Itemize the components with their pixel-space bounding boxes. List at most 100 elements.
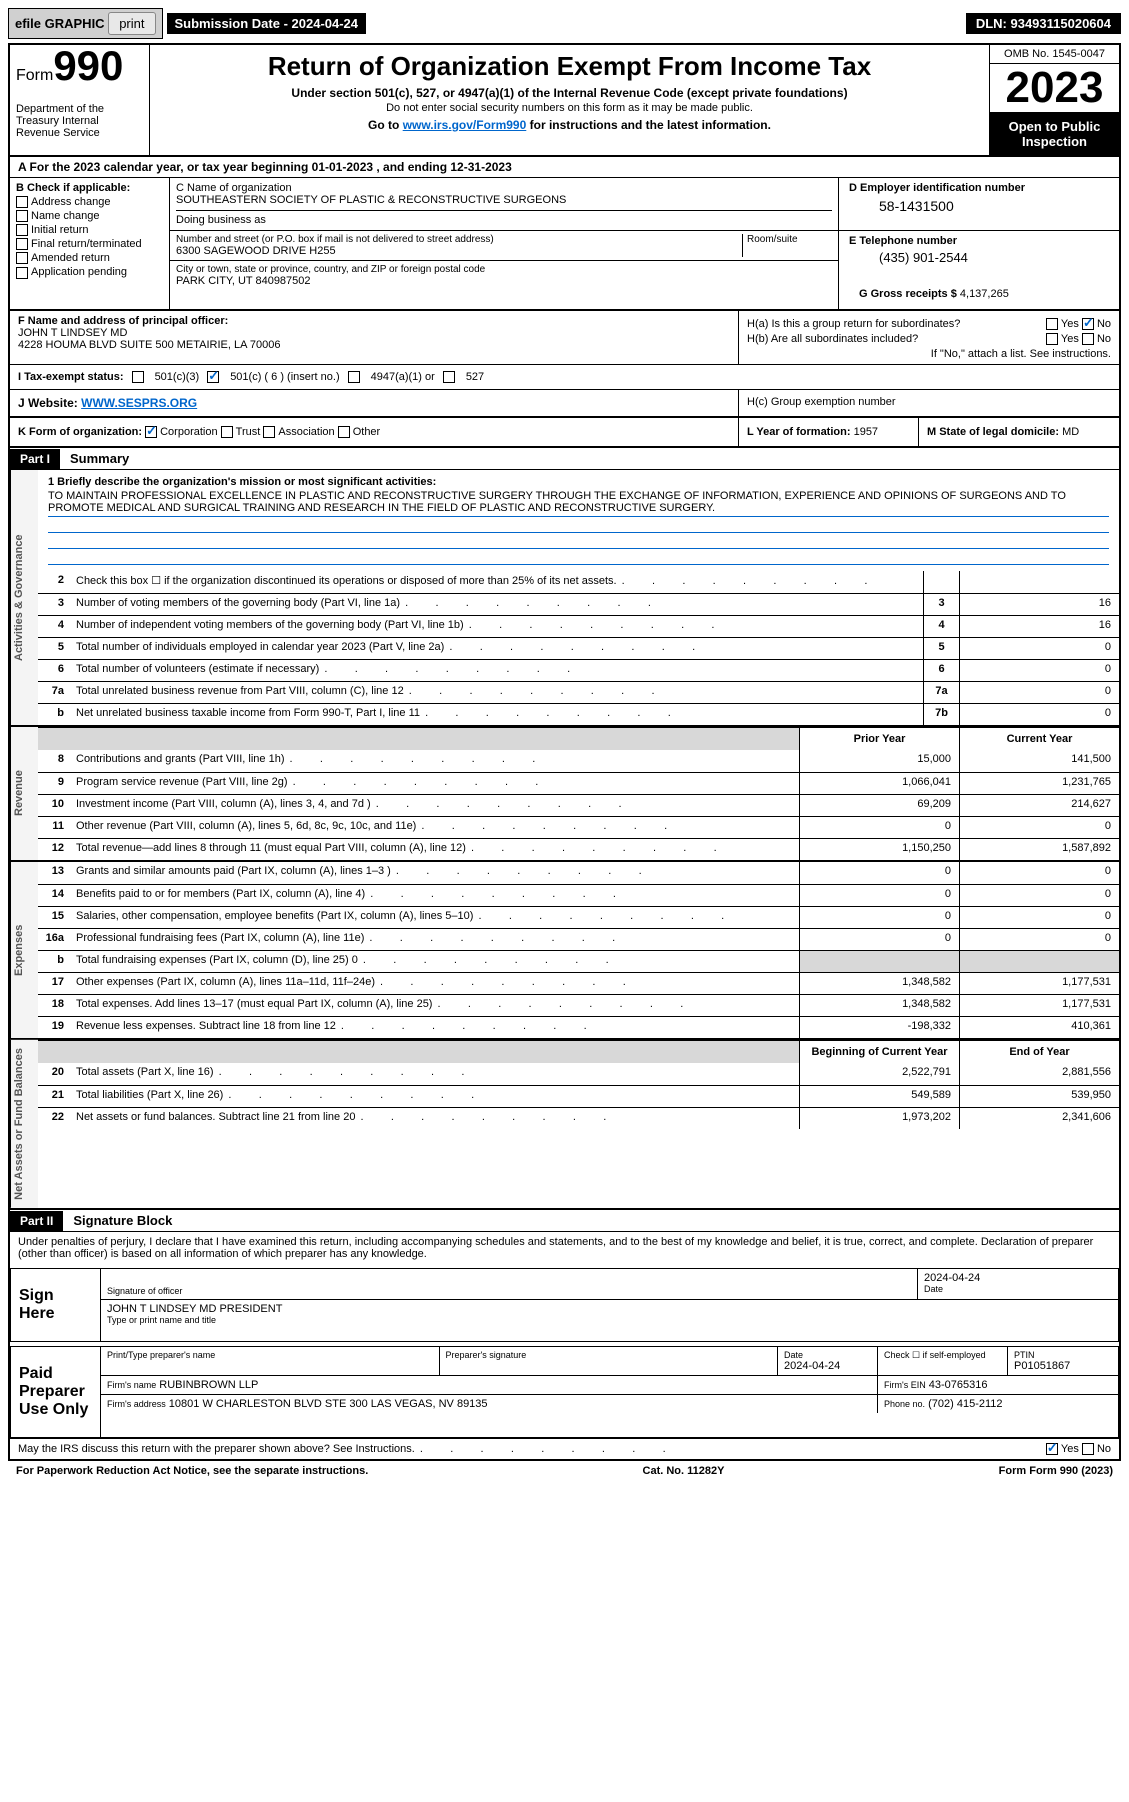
addr-label: Number and street (or P.O. box if mail i…: [176, 234, 742, 245]
hdr-end-year: End of Year: [959, 1041, 1119, 1063]
chk-hb-yes[interactable]: [1046, 333, 1058, 345]
sign-date-label: Date: [924, 1284, 1112, 1294]
form-label: Form: [16, 67, 53, 84]
org-name-label: C Name of organization: [176, 182, 832, 194]
l-label: L Year of formation:: [747, 426, 851, 438]
sidebar-governance: Activities & Governance: [10, 470, 38, 725]
mission-text: TO MAINTAIN PROFESSIONAL EXCELLENCE IN P…: [48, 488, 1109, 517]
line-22: 22Net assets or fund balances. Subtract …: [38, 1107, 1119, 1129]
tel-value: (435) 901-2544: [879, 250, 1109, 265]
firm-name: RUBINBROWN LLP: [159, 1379, 258, 1391]
print-button[interactable]: print: [108, 12, 155, 35]
part-ii-title: Signature Block: [63, 1210, 182, 1231]
hb-label: H(b) Are all subordinates included?: [747, 333, 918, 345]
form-number: 990: [53, 42, 123, 89]
line-14: 14Benefits paid to or for members (Part …: [38, 884, 1119, 906]
line-20: 20Total assets (Part X, line 16)2,522,79…: [38, 1063, 1119, 1085]
line-12: 12Total revenue—add lines 8 through 11 (…: [38, 838, 1119, 860]
chk-527[interactable]: [443, 371, 455, 383]
gov-line-4: 4Number of independent voting members of…: [38, 615, 1119, 637]
irs-link[interactable]: www.irs.gov/Form990: [403, 118, 527, 132]
part-ii-tag: Part II: [10, 1211, 63, 1231]
preparer-check-label: Check ☐ if self-employed: [884, 1350, 1001, 1361]
gov-line-b: bNet unrelated business taxable income f…: [38, 703, 1119, 725]
tax-year: 2023: [990, 64, 1119, 113]
chk-501c[interactable]: [207, 371, 219, 383]
h-block: H(a) Is this a group return for subordin…: [739, 311, 1119, 364]
discuss-text: May the IRS discuss this return with the…: [18, 1443, 668, 1455]
line-8: 8Contributions and grants (Part VIII, li…: [38, 750, 1119, 772]
chk-trust[interactable]: [221, 426, 233, 438]
chk-final-return[interactable]: [16, 238, 28, 250]
chk-501c3[interactable]: [132, 371, 144, 383]
org-address: 6300 SAGEWOOD DRIVE H255: [176, 245, 742, 257]
chk-address-change[interactable]: [16, 196, 28, 208]
cat-number: Cat. No. 11282Y: [643, 1465, 725, 1477]
hdr-prior-year: Prior Year: [799, 728, 959, 750]
form-footer: Form 990 (2023): [1029, 1465, 1113, 1477]
part-i-tag: Part I: [10, 449, 60, 469]
m-value: MD: [1062, 426, 1079, 438]
gov-line-3: 3Number of voting members of the governi…: [38, 593, 1119, 615]
officer-block: F Name and address of principal officer:…: [10, 311, 739, 364]
chk-ha-yes[interactable]: [1046, 318, 1058, 330]
chk-initial-return[interactable]: [16, 224, 28, 236]
hb-note: If "No," attach a list. See instructions…: [747, 348, 1111, 360]
line-13: 13Grants and similar amounts paid (Part …: [38, 862, 1119, 884]
row-k-l-m: K Form of organization: Corporation Trus…: [10, 418, 1119, 448]
ein-label: D Employer identification number: [849, 182, 1109, 194]
row-i-tax-exempt: I Tax-exempt status: 501(c)(3) 501(c) ( …: [10, 365, 1119, 390]
sidebar-revenue: Revenue: [10, 727, 38, 860]
chk-name-change[interactable]: [16, 210, 28, 222]
open-public: Open to Public Inspection: [990, 113, 1119, 155]
form-number-box: Form990 Department of the Treasury Inter…: [10, 45, 150, 155]
part-i-title: Summary: [60, 448, 139, 469]
officer-print-name: JOHN T LINDSEY MD PRESIDENT: [107, 1303, 1112, 1315]
gross-label: G Gross receipts $: [859, 288, 957, 300]
k-label: K Form of organization:: [18, 426, 142, 438]
goto-text: Go to www.irs.gov/Form990 for instructio…: [156, 118, 983, 132]
top-bar: efile GRAPHIC print Submission Date - 20…: [8, 8, 1121, 39]
chk-amended[interactable]: [16, 252, 28, 264]
gov-line-7a: 7aTotal unrelated business revenue from …: [38, 681, 1119, 703]
form-990: Form990 Department of the Treasury Inter…: [8, 43, 1121, 1461]
subtitle-1: Under section 501(c), 527, or 4947(a)(1)…: [156, 86, 983, 100]
officer-name-label: Type or print name and title: [107, 1315, 1112, 1325]
preparer-ptin: P01051867: [1014, 1360, 1112, 1372]
chk-other[interactable]: [338, 426, 350, 438]
mission-block: 1 Briefly describe the organization's mi…: [38, 470, 1119, 571]
line-10: 10Investment income (Part VIII, column (…: [38, 794, 1119, 816]
row-a-period: A For the 2023 calendar year, or tax yea…: [10, 157, 1119, 178]
website-link[interactable]: WWW.SESPRS.ORG: [81, 396, 197, 410]
dln: DLN: 93493115020604: [966, 13, 1121, 34]
chk-4947[interactable]: [348, 371, 360, 383]
line-19: 19Revenue less expenses. Subtract line 1…: [38, 1016, 1119, 1038]
officer-addr: 4228 HOUMA BLVD SUITE 500 METAIRIE, LA 7…: [18, 339, 730, 351]
m-label: M State of legal domicile:: [927, 426, 1059, 438]
row-j-hc: J Website: WWW.SESPRS.ORG H(c) Group exe…: [10, 390, 1119, 418]
chk-corp[interactable]: [145, 426, 157, 438]
ein-value: 58-1431500: [879, 198, 1109, 214]
officer-label: F Name and address of principal officer:: [18, 315, 730, 327]
dba-label: Doing business as: [176, 210, 832, 226]
page-footer: For Paperwork Reduction Act Notice, see …: [8, 1461, 1121, 1481]
row-f-h: F Name and address of principal officer:…: [10, 311, 1119, 365]
net-assets-section: Net Assets or Fund Balances Beginning of…: [10, 1040, 1119, 1210]
chk-app-pending[interactable]: [16, 267, 28, 279]
tel-label: E Telephone number: [849, 235, 1109, 247]
hc-label: H(c) Group exemption number: [739, 390, 1119, 416]
firm-address: 10801 W CHARLESTON BLVD STE 300 LAS VEGA…: [169, 1398, 488, 1410]
line-9: 9Program service revenue (Part VIII, lin…: [38, 772, 1119, 794]
line-15: 15Salaries, other compensation, employee…: [38, 906, 1119, 928]
sidebar-expenses: Expenses: [10, 862, 38, 1038]
chk-hb-no[interactable]: [1082, 333, 1094, 345]
revenue-section: Revenue Prior YearCurrent Year 8Contribu…: [10, 727, 1119, 862]
line-16a: 16aProfessional fundraising fees (Part I…: [38, 928, 1119, 950]
chk-assoc[interactable]: [263, 426, 275, 438]
chk-discuss-no[interactable]: [1082, 1443, 1094, 1455]
chk-ha-no[interactable]: [1082, 318, 1094, 330]
dept-label: Department of the Treasury Internal Reve…: [16, 103, 143, 139]
chk-discuss-yes[interactable]: [1046, 1443, 1058, 1455]
year-box: OMB No. 1545-0047 2023 Open to Public In…: [989, 45, 1119, 155]
preparer-date: 2024-04-24: [784, 1360, 871, 1372]
